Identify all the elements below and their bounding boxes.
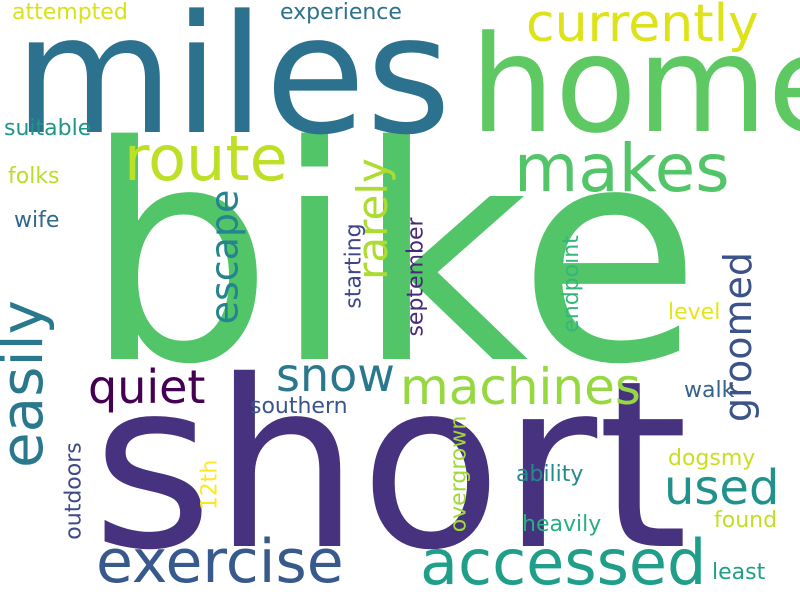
word-overgrown: overgrown [446,415,472,533]
word-outdoors: outdoors [61,442,87,540]
word-miles: miles [14,0,452,171]
word-least: least [712,560,766,585]
word-exercise: exercise [96,527,344,597]
word-suitable: suitable [4,116,92,141]
word-found: found [714,508,778,533]
word-experience: experience [280,0,402,25]
word-heavily: heavily [522,512,602,537]
word-september: september [403,217,429,337]
word-quiet: quiet [88,360,206,414]
word-route: route [124,122,288,195]
word-12th: 12th [197,459,223,511]
word-currently: currently [526,0,759,54]
word-accessed: accessed [420,526,707,599]
word-used: used [664,460,780,516]
word-wife: wife [14,208,60,233]
word-makes: makes [514,130,730,207]
word-snow: snow [276,348,395,402]
word-starting: starting [341,223,367,309]
word-groomed: groomed [715,252,760,422]
word-dogsmy: dogsmy [668,446,756,471]
word-short: short [92,331,689,600]
word-escape: escape [202,189,247,325]
word-folks: folks [8,164,60,189]
word-attempted: attempted [12,0,128,25]
word-home: home [470,7,800,163]
word-ability: ability [516,462,584,487]
word-machines: machines [400,358,641,416]
word-endpoint: endpoint [558,235,584,333]
word-walk: walk [684,378,735,403]
word-easily: easily [0,300,56,468]
word-level: level [668,300,721,325]
word-southern: southern [250,394,348,419]
word-bike: bike [84,83,702,430]
